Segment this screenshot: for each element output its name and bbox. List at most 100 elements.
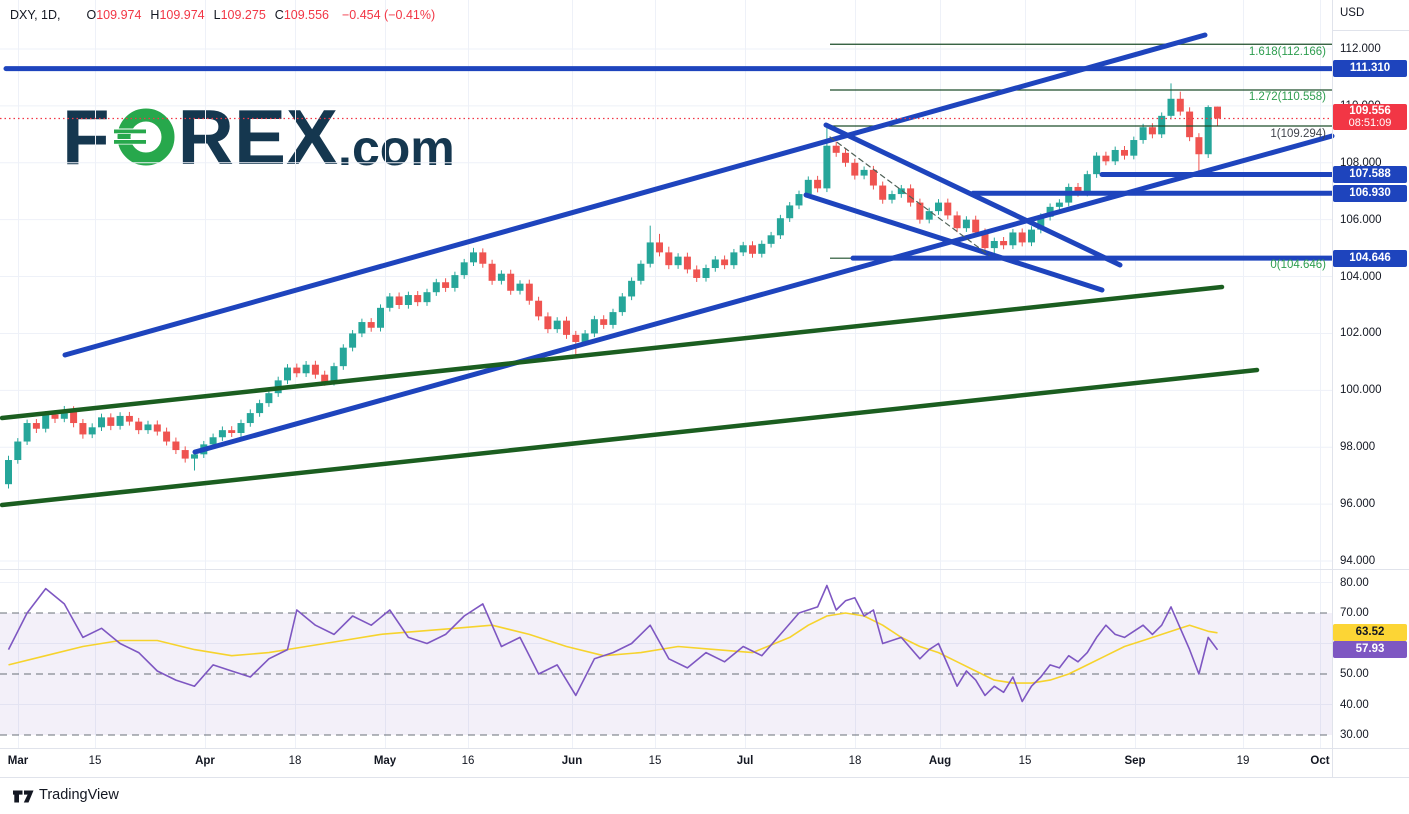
candle-body [79, 423, 87, 435]
candle-body [702, 268, 710, 278]
candle-body [1148, 127, 1156, 135]
candle-body [907, 188, 915, 203]
price-axis-tick[interactable]: 106.000 [1340, 213, 1382, 226]
price-axis-tick[interactable]: 96.000 [1340, 498, 1376, 511]
price-axis-tick[interactable]: 112.000 [1340, 43, 1381, 55]
price-level-label: 106.930 [1333, 184, 1407, 202]
time-axis-label[interactable]: Oct [1310, 755, 1330, 767]
candle-body [711, 259, 719, 269]
candle-body [237, 423, 245, 433]
candle-body [432, 282, 440, 293]
candle-body [460, 262, 468, 276]
time-axis-label[interactable]: 15 [88, 755, 102, 767]
ascending-channel-bottom[interactable] [192, 133, 1335, 455]
candle-body [395, 296, 403, 305]
ohlc-values: O109.974 H109.974 L109.275 C109.556 −0.4… [87, 8, 436, 22]
candle-body [842, 152, 849, 163]
candle-body [758, 243, 766, 254]
candle-body [600, 319, 608, 325]
candle-body [1000, 240, 1008, 246]
time-axis-label[interactable]: 15 [1018, 755, 1032, 767]
candle-body [349, 333, 357, 348]
time-axis-label[interactable]: Mar [7, 755, 29, 767]
rsi-axis-tick[interactable]: 40.00 [1340, 698, 1369, 711]
dashed-connector[interactable] [829, 136, 991, 257]
rsi-value-label: 63.52 [1333, 624, 1407, 642]
close-label: C [274, 8, 284, 22]
candle-body [377, 307, 384, 328]
time-axis-label[interactable]: 15 [648, 755, 662, 767]
candle-body [442, 282, 450, 288]
candle-body [125, 415, 133, 422]
candle-body [265, 393, 273, 404]
candle-body [544, 316, 552, 330]
time-axis-label[interactable]: Jul [736, 755, 754, 767]
candle-body [962, 219, 970, 229]
candle-body [944, 202, 952, 216]
rsi-axis-tick[interactable]: 80.00 [1340, 576, 1369, 589]
candle-body [14, 441, 22, 461]
candle-body [1195, 137, 1203, 155]
candle-body [665, 252, 673, 266]
candle-body [776, 218, 784, 236]
candle-body [1102, 155, 1110, 162]
candle-body [32, 423, 40, 429]
ascending-channel-top[interactable] [62, 32, 1208, 358]
candle-body [1055, 202, 1063, 207]
price-axis-tick[interactable]: 100.000 [1340, 384, 1382, 397]
price-axis-tick[interactable]: 108.000 [1340, 156, 1382, 169]
candle-body [404, 295, 412, 305]
time-axis-label[interactable]: Sep [1124, 755, 1146, 767]
candle-body [302, 364, 310, 374]
candle-body [367, 322, 375, 328]
symbol-title[interactable]: DXY, 1D, [10, 8, 61, 22]
candle-body [525, 283, 533, 301]
high-label: H [150, 8, 160, 22]
descending-channel-bottom[interactable] [803, 192, 1105, 293]
price-axis-tick[interactable]: 104.000 [1340, 270, 1382, 283]
price-level-label: 107.588 [1333, 165, 1407, 183]
candle-body [218, 430, 226, 438]
symbol-legend[interactable]: DXY, 1D, O109.974 H109.974 L109.275 C109… [10, 8, 435, 22]
price-axis-tick[interactable]: 98.000 [1340, 441, 1376, 454]
time-axis-label[interactable]: 18 [288, 755, 302, 767]
candle-body [683, 256, 691, 270]
price-axis-tick[interactable]: 102.000 [1340, 327, 1382, 340]
candle-body [814, 179, 822, 189]
candle-body [284, 367, 291, 381]
candle-body [191, 454, 198, 459]
candle-body [981, 232, 989, 249]
candle-body [581, 333, 589, 342]
rsi-axis-tick[interactable]: 50.00 [1340, 668, 1369, 680]
rsi-axis-tick[interactable]: 30.00 [1340, 729, 1369, 741]
candle-body [1139, 127, 1147, 141]
candle-body [135, 421, 143, 431]
time-axis-label[interactable]: 19 [1236, 755, 1250, 767]
candle-body [98, 417, 105, 428]
time-axis-label[interactable]: Jun [561, 755, 583, 767]
time-axis-label[interactable]: 16 [461, 755, 475, 767]
candle-body [1028, 229, 1035, 243]
price-level-label: 104.646 [1333, 249, 1407, 267]
price-level-label: 111.310 [1333, 60, 1407, 78]
time-axis-label[interactable]: 18 [848, 755, 862, 767]
price-axis-tick[interactable]: 94.000 [1340, 554, 1376, 567]
green-channel-bottom[interactable] [0, 367, 1260, 508]
green-channel-top[interactable] [0, 284, 1225, 421]
tradingview-logo[interactable]: TradingView [13, 787, 119, 803]
time-axis-label[interactable]: May [373, 755, 397, 767]
candle-body [311, 364, 319, 375]
rsi-line [7, 584, 1219, 703]
forex-o-coin-icon [111, 108, 175, 166]
candle-body [1018, 232, 1026, 243]
candle-body [1186, 111, 1194, 138]
candle-body [507, 273, 515, 291]
candle-body [516, 283, 524, 291]
time-axis-label[interactable]: Apr [195, 755, 215, 767]
candle-body [553, 320, 561, 330]
rsi-axis-tick[interactable]: 70.00 [1340, 607, 1369, 619]
price-axis-currency[interactable]: USD [1340, 7, 1365, 19]
time-axis-label[interactable]: Aug [928, 755, 952, 767]
candle-body [1037, 216, 1045, 230]
